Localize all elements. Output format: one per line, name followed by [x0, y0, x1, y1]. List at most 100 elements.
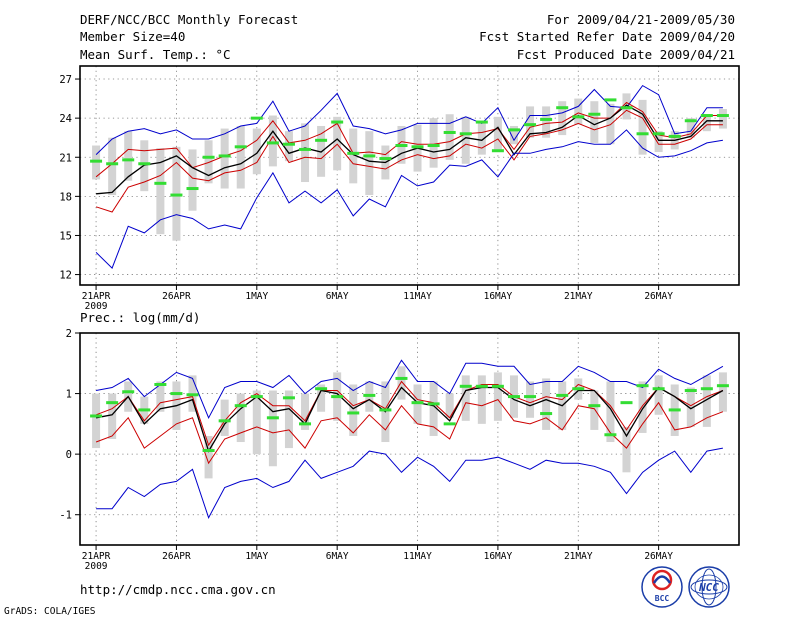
precipitation-ensemble-mean-line [95, 386, 724, 453]
precipitation-member-bar [686, 387, 695, 427]
precipitation-x-tick-label: 26APR [162, 551, 191, 562]
precipitation-x-tick-label: 21MAY [564, 551, 593, 562]
precipitation-y-tick-label: 2 [66, 328, 72, 340]
temperature-ensemble-mean-line [96, 104, 723, 195]
precipitation-x-tick-label: 16MAY [484, 551, 513, 562]
precipitation-member-bar [429, 381, 438, 436]
precipitation-member-bar [204, 435, 213, 479]
temperature-y-tick-label: 12 [59, 270, 72, 282]
temperature-member-bar [477, 123, 486, 155]
temperature-member-bar [429, 118, 438, 168]
grads-credit: GrADS: COLA/IGES [4, 606, 96, 617]
temperature-member-bar [606, 103, 615, 145]
precipitation-member-bar [397, 366, 406, 400]
precipitation-member-bar [156, 381, 165, 412]
temperature-member-bar [654, 131, 663, 153]
temperature-member-bar [284, 131, 293, 162]
temperature-y-tick-label: 27 [59, 74, 72, 86]
temperature-ensemble-max-line [95, 84, 723, 155]
temperature-member-bar [526, 106, 535, 138]
precipitation-ensemble-upper-line [95, 380, 724, 447]
precipitation-member-bar [349, 384, 358, 436]
temperature-member-bar [349, 128, 358, 184]
temperature-y-tick-label: 15 [59, 230, 72, 242]
precipitation-member-bar [108, 393, 117, 439]
precipitation-member-bar [702, 375, 711, 427]
temperature-member-bar [365, 131, 374, 196]
temperature-y-tick-label: 18 [59, 191, 72, 203]
precipitation-member-bar [317, 384, 326, 412]
forecast-start-label: Fcst Started Refer Date 2009/04/20 [479, 29, 735, 44]
temperature-member-bar [156, 148, 165, 235]
temperature-x-tick-label: 21APR [82, 291, 111, 302]
precipitation-x-tick-year-label: 2009 [85, 561, 108, 572]
precipitation-member-bar [268, 390, 277, 467]
temperature-member-bar [236, 125, 245, 189]
temperature-x-tick-label: 6MAY [326, 291, 349, 302]
precipitation-ensemble-lower-line [95, 399, 724, 465]
temperature-x-tick-label: 26APR [162, 291, 191, 302]
precipitation-member-bar [413, 384, 422, 424]
precipitation-member-bar [654, 375, 663, 415]
precipitation-member-bar [606, 381, 615, 443]
temperature-ensemble-min-line [95, 129, 723, 269]
temperature-x-tick-label: 11MAY [403, 291, 432, 302]
temperature-member-bar [718, 109, 727, 129]
precipitation-member-bar [590, 390, 599, 430]
temperature-member-bar [220, 128, 229, 189]
precipitation-member-bar [542, 378, 551, 430]
precipitation-member-bar [493, 372, 502, 421]
precipitation-member-bar [252, 390, 261, 455]
temperature-member-bar [108, 137, 117, 196]
precipitation-x-tick-label: 26MAY [644, 551, 673, 562]
temperature-member-bar [268, 115, 277, 167]
temperature-member-bar [301, 123, 310, 183]
precipitation-x-tick-label: 11MAY [403, 551, 432, 562]
ncc-logo: NCC [688, 566, 730, 608]
bcc-logo: BCC [641, 566, 683, 608]
temperature-x-tick-label: 26MAY [644, 291, 673, 302]
precipitation-y-tick-label: -1 [59, 510, 72, 522]
precipitation-member-bar [638, 381, 647, 433]
precipitation-x-tick-label: 6MAY [326, 551, 349, 562]
temperature-member-bar [686, 118, 695, 138]
precipitation-member-bar [445, 393, 454, 418]
temperature-ensemble-lower-line [95, 109, 723, 213]
precipitation-member-bar [718, 372, 727, 412]
temperature-member-bar [702, 116, 711, 132]
temperature-x-tick-label: 16MAY [484, 291, 513, 302]
precipitation-member-bar [220, 399, 229, 436]
temperature-y-tick-label: 24 [59, 113, 72, 125]
temperature-plot-frame [79, 65, 740, 286]
forecast-period-label: For 2009/04/21-2009/05/30 [547, 12, 735, 27]
precipitation-x-tick-label: 21APR [82, 551, 111, 562]
temperature-variable-label: Mean Surf. Temp.: °C [80, 47, 231, 62]
precipitation-x-tick-label: 1MAY [245, 551, 268, 562]
temperature-x-tick-label: 1MAY [245, 291, 268, 302]
precipitation-variable-label: Prec.: log(mm/d) [80, 310, 200, 325]
member-size-label: Member Size=40 [80, 29, 185, 44]
precipitation-member-bar [526, 381, 535, 418]
temperature-ensemble-upper-line [95, 101, 723, 178]
temperature-member-bar [493, 116, 502, 150]
forecast-produced-label: Fcst Produced Date 2009/04/21 [517, 47, 735, 62]
temperature-member-bar [590, 101, 599, 143]
temperature-member-bar [509, 125, 518, 145]
precipitation-y-tick-label: 0 [66, 449, 72, 461]
precipitation-ensemble-max-line [96, 359, 724, 419]
ncc-logo-text: NCC [698, 581, 719, 594]
temperature-member-bar [461, 116, 470, 164]
source-url[interactable]: http://cmdp.ncc.cma.gov.cn [80, 582, 276, 597]
precipitation-member-bar [477, 375, 486, 424]
precipitation-member-bar [284, 390, 293, 449]
figure-title: DERF/NCC/BCC Monthly Forecast [80, 12, 298, 27]
temperature-member-bar [638, 99, 647, 155]
temperature-x-tick-label: 21MAY [564, 291, 593, 302]
temperature-member-bar [252, 128, 261, 175]
precipitation-member-bar [461, 375, 470, 421]
precipitation-y-tick-label: 1 [66, 389, 72, 401]
temperature-member-bar [124, 131, 133, 181]
